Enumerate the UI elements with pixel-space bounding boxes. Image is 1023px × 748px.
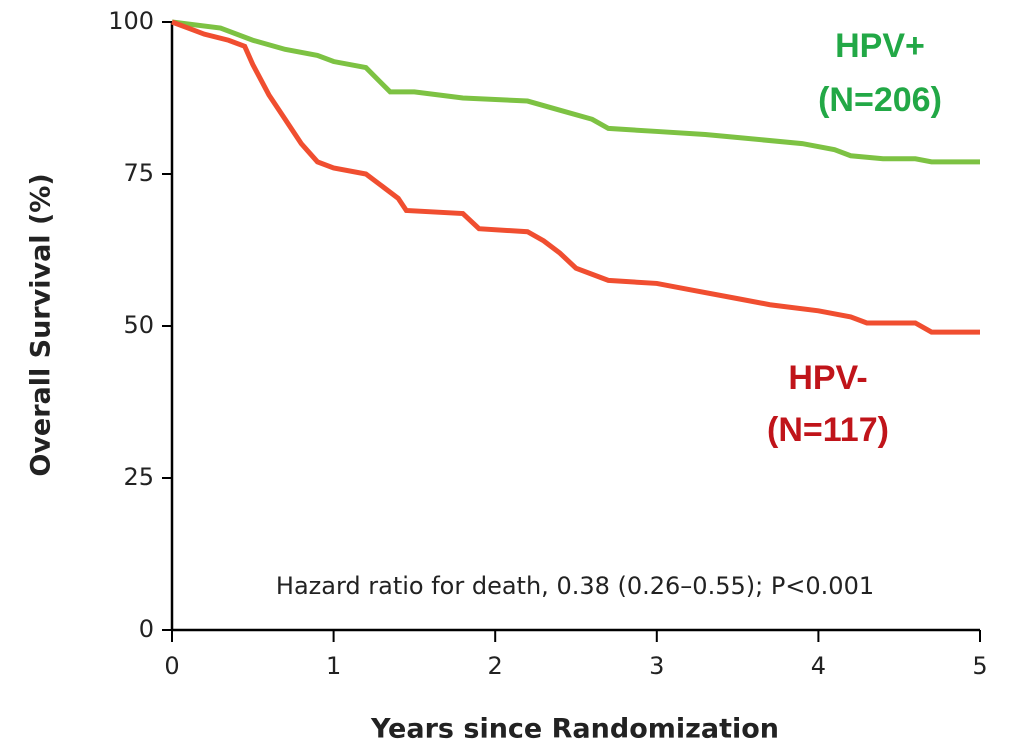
y-axis-title: Overall Survival (%): [26, 173, 57, 476]
survival-curve: [171, 19, 980, 165]
x-tick-label: 4: [811, 652, 826, 680]
annotation: Hazard ratio for death, 0.38 (0.26–0.55)…: [276, 572, 874, 600]
x-tick-label: 0: [164, 652, 179, 680]
series-label: HPV+: [835, 27, 925, 65]
series-count: (N=206): [818, 81, 942, 119]
y-tick-label: 75: [123, 159, 154, 187]
x-tick-label: 2: [488, 652, 503, 680]
y-tick-label: 25: [123, 463, 154, 491]
y-tick-label: 100: [108, 7, 154, 35]
x-tick-label: 3: [649, 652, 664, 680]
y-tick-label: 50: [123, 311, 154, 339]
x-axis-title: Years since Randomization: [370, 714, 779, 745]
x-tick-label: 1: [326, 652, 341, 680]
x-tick-label: 5: [972, 652, 987, 680]
series-count: (N=117): [767, 411, 889, 449]
survival-curve: [171, 19, 980, 335]
y-tick-label: 0: [139, 615, 154, 643]
series-label: HPV-: [788, 359, 867, 397]
